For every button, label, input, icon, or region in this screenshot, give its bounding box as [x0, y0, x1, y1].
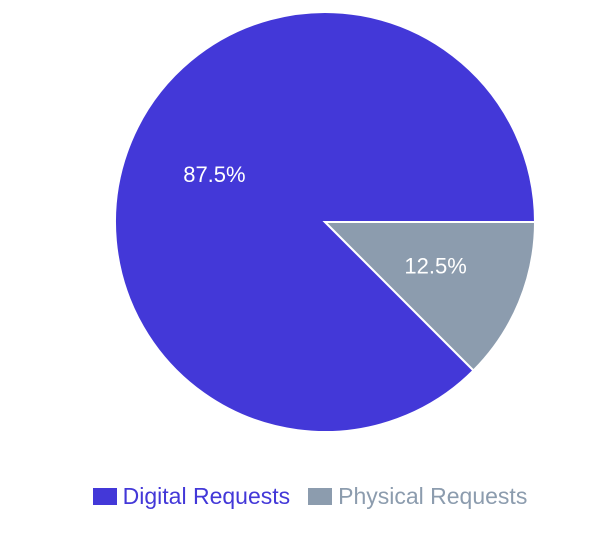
chart-legend: Digital Requests Physical Requests [0, 481, 612, 511]
legend-label-physical-requests: Physical Requests [338, 483, 528, 509]
legend-swatch-digital-requests [92, 487, 117, 505]
pie-slice-label-digital-requests: 87.5% [183, 162, 245, 187]
pie-slice-label-physical-requests: 12.5% [404, 254, 466, 279]
pie-slice-labels: 87.5% 12.5% [183, 162, 467, 279]
legend-item-digital-requests[interactable]: Digital Requests [92, 482, 291, 510]
legend-label-digital-requests: Digital Requests [122, 483, 291, 509]
pie-slice-physical-requests[interactable] [322, 221, 537, 372]
legend-item-physical-requests[interactable]: Physical Requests [308, 482, 527, 510]
legend-swatch-physical-requests [308, 487, 333, 505]
pie-slices [114, 11, 537, 433]
